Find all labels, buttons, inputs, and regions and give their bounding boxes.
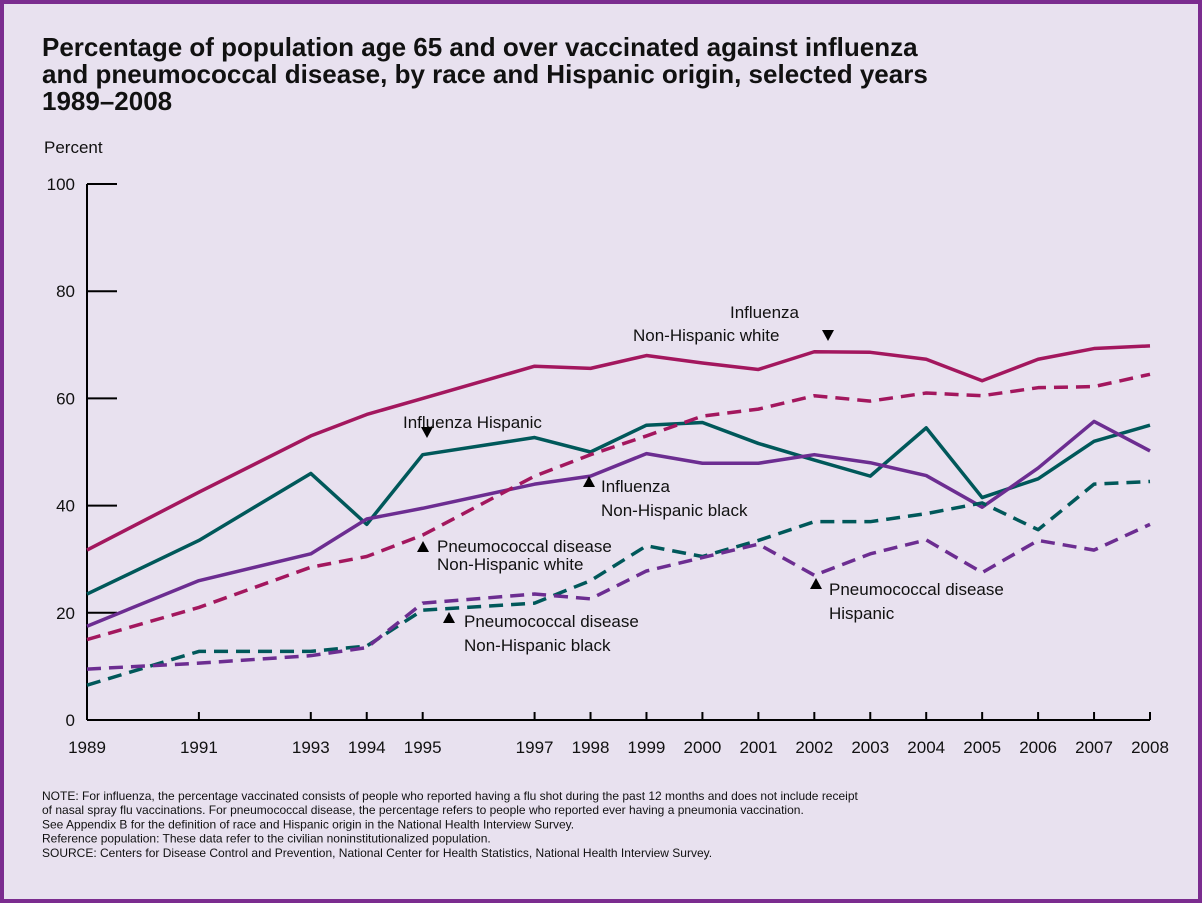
series-label: Non-Hispanic white (633, 326, 779, 345)
label-arrow (810, 578, 822, 589)
series-line (86, 419, 1151, 628)
x-tick-label: 1999 (628, 738, 666, 757)
series-label: Non-Hispanic white (437, 555, 583, 574)
series-label: Pneumococcal disease (464, 612, 639, 631)
note: of nasal spray flu vaccinations. For pne… (42, 803, 804, 817)
series-label: Pneumococcal disease (829, 580, 1004, 599)
y-tick-label: 80 (56, 282, 75, 301)
x-tick-label: 2007 (1075, 738, 1113, 757)
note: NOTE: For influenza, the percentage vacc… (42, 789, 858, 803)
series-line (86, 522, 1151, 671)
series-label: Influenza (730, 303, 800, 322)
series-label: Pneumococcal disease (437, 537, 612, 556)
series-line (86, 344, 1151, 552)
x-tick-label: 1991 (180, 738, 218, 757)
chart-title: 1989–2008 (42, 86, 172, 116)
series-label: Hispanic (829, 604, 895, 623)
label-arrow (583, 476, 595, 487)
x-tick-label: 1998 (572, 738, 610, 757)
note: Reference population: These data refer t… (42, 832, 491, 846)
chart-title: Percentage of population age 65 and over… (42, 32, 918, 62)
y-tick-label: 100 (47, 175, 75, 194)
series-label: Non-Hispanic black (464, 636, 611, 655)
label-arrow (417, 541, 429, 552)
x-tick-label: 2000 (684, 738, 722, 757)
x-tick-label: 1997 (516, 738, 554, 757)
series-label: Influenza Hispanic (403, 413, 542, 432)
series-label: Non-Hispanic black (601, 501, 748, 520)
x-tick-label: 2002 (795, 738, 833, 757)
x-tick-label: 2005 (963, 738, 1001, 757)
label-arrow (822, 330, 834, 341)
label-arrow (443, 612, 455, 623)
x-tick-label: 1993 (292, 738, 330, 757)
series-line (86, 420, 1151, 596)
y-tick-label: 0 (66, 711, 75, 730)
x-tick-label: 1989 (68, 738, 106, 757)
x-tick-label: 1995 (404, 738, 442, 757)
y-tick-label: 60 (56, 389, 75, 408)
note: SOURCE: Centers for Disease Control and … (42, 846, 712, 860)
x-tick-label: 2006 (1019, 738, 1057, 757)
y-tick-label: 20 (56, 604, 75, 623)
note: See Appendix B for the definition of rac… (42, 817, 574, 831)
x-tick-label: 2008 (1131, 738, 1169, 757)
x-tick-label: 2003 (851, 738, 889, 757)
chart-title: and pneumococcal disease, by race and Hi… (42, 59, 928, 89)
x-tick-label: 2004 (907, 738, 945, 757)
y-tick-label: 40 (56, 497, 75, 516)
y-axis-label: Percent (44, 138, 103, 157)
x-tick-label: 1994 (348, 738, 386, 757)
series-label: Influenza (601, 477, 671, 496)
label-arrow (421, 427, 433, 438)
series-line (86, 372, 1151, 642)
x-tick-label: 2001 (739, 738, 777, 757)
